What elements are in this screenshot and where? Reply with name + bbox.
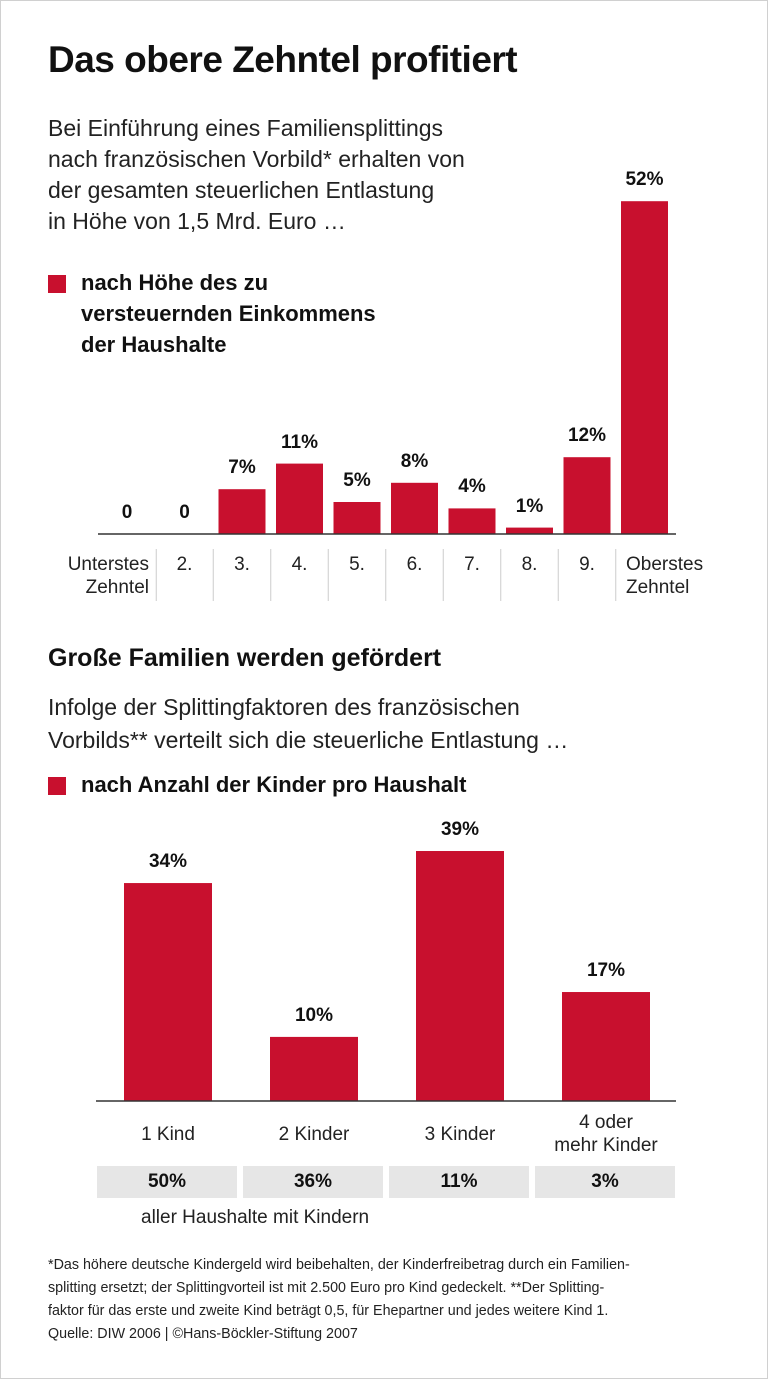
legend-label: nach Höhe des zu versteuernden Einkommen… [81, 270, 376, 357]
legend-swatch [48, 275, 66, 293]
category-label: 9. [579, 554, 595, 575]
bar [124, 883, 212, 1101]
value-label: 5% [343, 470, 371, 491]
footnote: *Das höhere deutsche Kindergeld wird bei… [48, 1257, 630, 1342]
value-label: 4% [458, 476, 486, 498]
bar [563, 457, 611, 534]
category-label: 6. [406, 554, 423, 575]
bar [416, 851, 504, 1101]
share-label: 3% [591, 1171, 619, 1192]
share-label: 36% [293, 1171, 333, 1192]
value-label: 1% [515, 495, 544, 517]
value-label: 0 [179, 502, 190, 523]
category-label: 3. [234, 554, 250, 575]
chart-title: Große Familien werden gefördert [48, 644, 442, 672]
share-box [97, 1166, 237, 1198]
value-label: 52% [625, 169, 664, 191]
bar [218, 489, 266, 534]
bar [562, 992, 650, 1101]
chart-subtitle: Bei Einführung eines Familiensplittings … [48, 115, 465, 234]
value-label: 34% [148, 851, 188, 873]
bar [621, 201, 668, 534]
bar [506, 527, 553, 534]
value-label: 39% [440, 819, 480, 840]
share-box [535, 1166, 675, 1198]
bar [270, 1036, 358, 1101]
share-caption: aller Haushalte mit Kindern [141, 1207, 370, 1228]
value-label: 11% [281, 431, 318, 453]
category-label: 8. [521, 554, 538, 575]
value-label: 12% [567, 425, 607, 447]
share-label: 50% [147, 1171, 187, 1192]
category-label: Unterstes Zehntel [67, 554, 149, 598]
category-label: 2. [176, 554, 193, 575]
bar [448, 508, 496, 534]
value-label: 17% [586, 960, 626, 982]
bar [276, 463, 323, 534]
category-label: 4. [291, 554, 308, 575]
category-label: 2 Kinder [278, 1124, 350, 1145]
category-label: 7. [464, 554, 480, 575]
value-label: 7% [228, 457, 256, 479]
share-box [243, 1166, 383, 1198]
legend-label: nach Anzahl der Kinder pro Haushalt [81, 772, 467, 797]
category-label: Oberstes Zehntel [626, 554, 704, 598]
value-label: 0 [121, 502, 133, 523]
value-label: 10% [294, 1004, 334, 1026]
legend-swatch [48, 777, 66, 795]
bar [391, 482, 438, 534]
page-title: Das obere Zehntel profitiert [48, 39, 518, 80]
share-label: 11% [440, 1171, 478, 1192]
chart-subtitle: Infolge der Splittingfaktoren des franzö… [48, 694, 569, 753]
category-label: 4 oder mehr Kinder [554, 1112, 658, 1156]
bar [333, 502, 381, 534]
category-label: 1 Kind [141, 1124, 195, 1145]
value-label: 8% [400, 450, 429, 472]
category-label: 5. [349, 554, 365, 575]
category-label: 3 Kinder [424, 1124, 496, 1145]
share-box [389, 1166, 529, 1198]
